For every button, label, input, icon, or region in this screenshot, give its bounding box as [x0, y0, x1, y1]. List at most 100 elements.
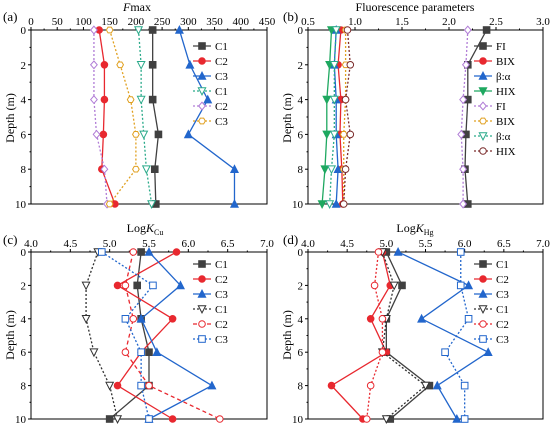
data-point [329, 95, 339, 105]
series-line [101, 251, 154, 420]
plot-area-3: 4.0 4.5 5.0 5.5 6.0 6.5 7.0 0 2 4 6 8 10 C1 C2 C3 C1 C2 C3 [292, 238, 550, 426]
data-point [137, 348, 145, 356]
data-point [136, 313, 146, 323]
series-line [321, 29, 333, 205]
series-C2 [362, 248, 387, 423]
data-point [154, 130, 163, 139]
data-point [150, 165, 159, 173]
series-C3 [393, 247, 493, 423]
title-italic: F [122, 0, 131, 14]
x-tick-label: 6.0 [458, 238, 472, 250]
panel-label: (a) [3, 9, 17, 24]
data-point [133, 281, 141, 290]
y-axis-label: Depth (m) [280, 310, 294, 360]
title-sub: Cu [154, 228, 163, 237]
series-line [397, 251, 490, 420]
data-point [145, 381, 153, 390]
x-tick-label: 250 [154, 16, 171, 28]
data-point [229, 164, 240, 173]
data-point [482, 26, 491, 34]
legend-label: BIX [496, 116, 515, 128]
legend-marker [479, 42, 487, 50]
series-FI [461, 26, 491, 208]
data-point [393, 247, 403, 256]
data-point [456, 281, 465, 290]
y-tick-label: 10 [292, 199, 304, 211]
data-point [168, 315, 177, 323]
panel-c: (c) LogKCu Depth (m) [3, 221, 163, 360]
data-point [341, 95, 350, 104]
legend-label: C1 [496, 259, 509, 271]
data-point [98, 248, 106, 256]
legend-label: C1 [215, 259, 228, 271]
legend-label: C2 [496, 319, 509, 331]
legend-item: HIX [474, 146, 516, 158]
legend-marker [479, 260, 487, 268]
x-tick-label: 6.0 [181, 238, 195, 250]
x-tick-label: 6.5 [497, 238, 511, 250]
data-point [366, 381, 375, 390]
data-point [172, 248, 181, 256]
legend-item: C2 [193, 274, 228, 286]
y-tick-label: 0 [298, 247, 304, 259]
legend-marker [197, 289, 207, 298]
y-tick-label: 10 [15, 199, 27, 211]
legend-marker [198, 275, 206, 283]
legend-marker [479, 275, 487, 283]
legend-marker [478, 305, 488, 314]
y-tick-label: 10 [15, 414, 27, 426]
series-line [366, 251, 384, 420]
data-point [149, 281, 157, 290]
data-point [329, 130, 339, 140]
legend-item: C3 [193, 289, 228, 301]
data-point [139, 130, 149, 140]
legend-item: C1 [193, 259, 228, 271]
data-point [81, 315, 91, 324]
legend-item: β:α [474, 131, 511, 143]
x-tick-label: 450 [259, 16, 276, 28]
legend-marker [479, 320, 487, 328]
legend-item: C1 [193, 86, 228, 98]
series-line [343, 30, 347, 204]
x-tick-label: 5.0 [103, 238, 117, 250]
data-point [147, 200, 157, 209]
x-tick-label: 1.0 [348, 16, 362, 28]
legend-marker [198, 117, 206, 125]
series-line [152, 30, 160, 205]
legend-item: C2 [193, 101, 228, 113]
data-point [81, 281, 91, 291]
legend-marker [198, 260, 206, 268]
data-point [339, 200, 348, 208]
x-tick-label: 6.5 [221, 238, 235, 250]
legend-item: FI [474, 41, 506, 53]
data-point [133, 26, 144, 35]
data-point [99, 130, 108, 139]
x-tick-label: 3.0 [536, 16, 550, 28]
legend-item: BIX [474, 56, 515, 68]
data-point [331, 199, 341, 208]
data-point [398, 281, 406, 290]
title-sub: Hg [424, 228, 434, 237]
legend-marker [198, 57, 206, 65]
data-point [116, 61, 125, 69]
legend-item: C1 [474, 259, 509, 271]
legend-item: C3 [474, 289, 509, 301]
legend-item: C3 [193, 116, 228, 128]
x-tick-label: 5.5 [142, 238, 156, 250]
data-point [113, 415, 123, 424]
plot-area-1: 0.5 1.0 1.5 2.0 2.5 3.0 0 2 4 6 8 10 FI BIX β:α HIX FI BI… [292, 16, 550, 211]
data-point [322, 95, 332, 105]
series-line [381, 251, 427, 420]
data-point [203, 94, 213, 104]
data-point [417, 313, 427, 323]
legend-label: C1 [215, 86, 228, 98]
series-line [98, 29, 116, 205]
legend-marker [478, 289, 488, 298]
legend-marker [479, 147, 487, 155]
panel-label: (b) [283, 9, 298, 24]
y-tick-label: 8 [21, 381, 27, 393]
plot-area-2: 4.0 4.5 5.0 5.5 6.0 6.5 7.0 0 2 4 6 8 10 C1 C2 C3 C1 C2 C3 [15, 238, 274, 426]
data-point [459, 199, 468, 209]
legend-label: C1 [215, 304, 228, 316]
